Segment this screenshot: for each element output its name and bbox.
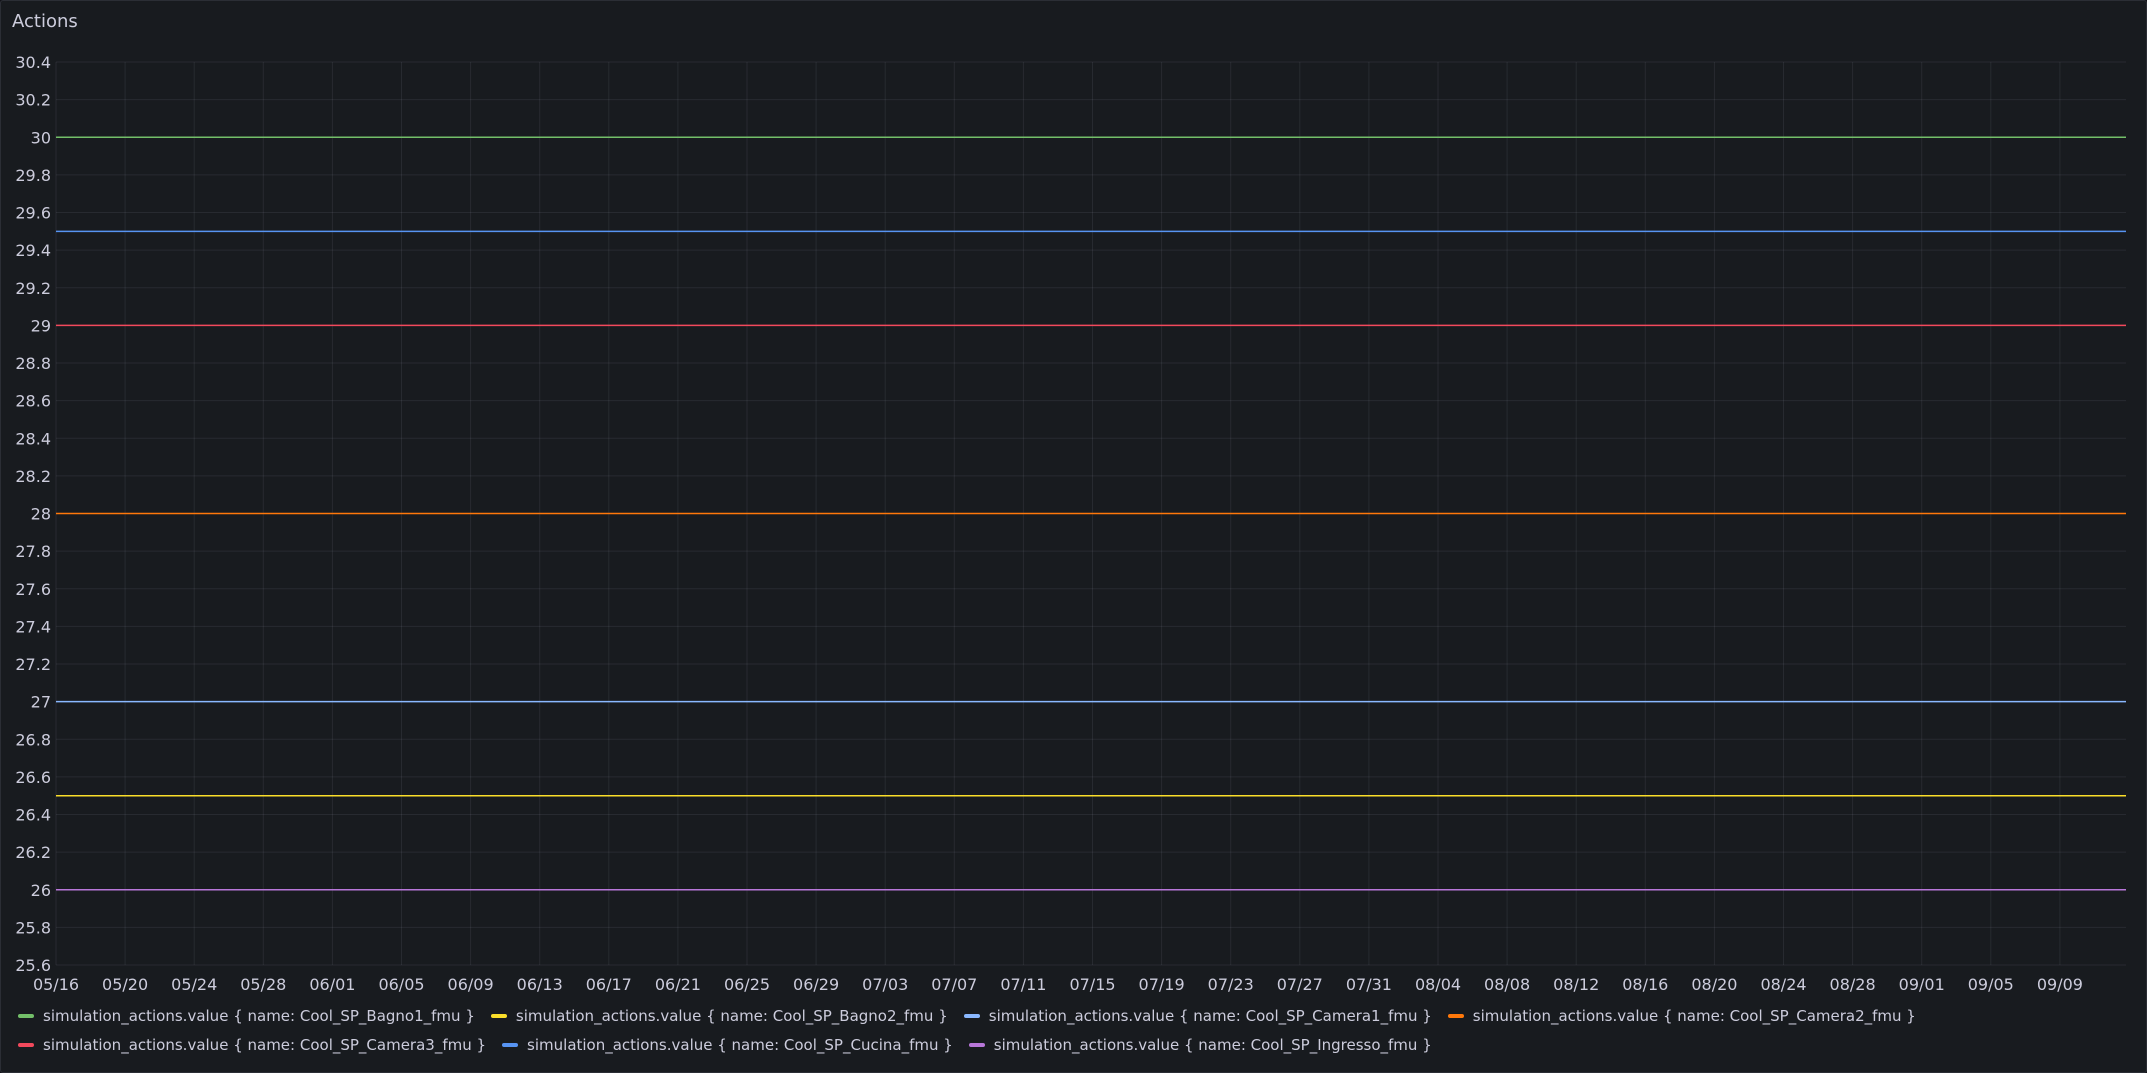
- y-tick-label: 26.2: [15, 843, 51, 862]
- y-tick-label: 27.8: [15, 542, 51, 561]
- y-tick-label: 27: [31, 693, 51, 712]
- y-tick-label: 26.8: [15, 730, 51, 749]
- x-tick-label: 08/24: [1760, 975, 1806, 994]
- x-tick-label: 08/12: [1553, 975, 1599, 994]
- y-tick-label: 27.6: [15, 580, 51, 599]
- y-tick-label: 29.2: [15, 279, 51, 298]
- legend-swatch: [1447, 1013, 1464, 1018]
- panel-title: Actions: [12, 11, 78, 32]
- legend-label: simulation_actions.value { name: Cool_SP…: [1472, 1006, 1916, 1025]
- x-tick-label: 06/17: [586, 975, 632, 994]
- x-tick-label: 08/16: [1622, 975, 1668, 994]
- x-tick-label: 08/08: [1484, 975, 1530, 994]
- y-axis: 30.4 30.2 30 29.8 29.6 29.4 29.2 29 28.8 28.6 28.4…: [15, 53, 51, 975]
- legend-swatch: [490, 1013, 507, 1018]
- y-tick-label: 29.8: [15, 166, 51, 185]
- x-tick-label: 08/20: [1691, 975, 1737, 994]
- legend-item[interactable]: simulation_actions.value { name: Cool_SP…: [1447, 1001, 1916, 1030]
- x-tick-label: 05/16: [33, 975, 79, 994]
- y-tick-label: 28: [31, 505, 51, 524]
- time-series-chart: 30.4 30.2 30 29.8 29.6 29.4 29.2 29 28.8 28.6 28.4…: [15, 53, 2126, 994]
- series-lines: [56, 136, 2126, 891]
- x-tick-label: 07/07: [931, 975, 977, 994]
- legend-swatch: [18, 1013, 34, 1018]
- y-tick-label: 29.4: [15, 241, 51, 260]
- y-tick-label: 27.4: [15, 617, 51, 636]
- x-tick-label: 07/31: [1346, 975, 1392, 994]
- x-tick-label: 07/27: [1277, 975, 1323, 994]
- x-tick-label: 09/09: [2037, 975, 2083, 994]
- x-tick-label: 07/03: [862, 975, 908, 994]
- y-tick-label: 28.6: [15, 392, 51, 411]
- legend-label: simulation_actions.value { name: Cool_SP…: [43, 1006, 475, 1025]
- legend-item[interactable]: simulation_actions.value { name: Cool_SP…: [968, 1030, 1432, 1059]
- legend-item[interactable]: simulation_actions.value { name: Cool_SP…: [502, 1030, 953, 1059]
- x-tick-label: 06/29: [793, 975, 839, 994]
- y-tick-label: 30.2: [15, 91, 51, 110]
- y-tick-label: 27.2: [15, 655, 51, 674]
- legend-label: simulation_actions.value { name: Cool_SP…: [527, 1035, 953, 1054]
- y-tick-label: 26.4: [15, 806, 51, 825]
- y-tick-label: 26.6: [15, 768, 51, 787]
- x-tick-label: 06/21: [655, 975, 701, 994]
- x-tick-label: 06/13: [517, 975, 563, 994]
- legend-swatch: [18, 1042, 34, 1047]
- x-tick-label: 06/25: [724, 975, 770, 994]
- y-tick-label: 25.8: [15, 918, 51, 937]
- x-tick-label: 06/05: [378, 975, 424, 994]
- x-tick-label: 09/01: [1899, 975, 1945, 994]
- y-tick-label: 29.6: [15, 204, 51, 223]
- y-tick-label: 30: [31, 128, 51, 147]
- x-tick-label: 06/01: [309, 975, 355, 994]
- x-axis: 05/16 05/20 05/24 05/28 06/01 06/05 06/09 06/13…: [33, 975, 2083, 994]
- x-tick-label: 08/04: [1415, 975, 1461, 994]
- legend-swatch: [502, 1042, 519, 1047]
- y-tick-label: 28.8: [15, 354, 51, 373]
- legend-item[interactable]: simulation_actions.value { name: Cool_SP…: [490, 1001, 948, 1030]
- legend-label: simulation_actions.value { name: Cool_SP…: [515, 1006, 948, 1025]
- legend-item[interactable]: simulation_actions.value { name: Cool_SP…: [18, 1030, 486, 1059]
- y-tick-label: 29: [31, 316, 51, 335]
- legend-label: simulation_actions.value { name: Cool_SP…: [988, 1006, 1432, 1025]
- x-tick-label: 09/05: [1968, 975, 2014, 994]
- x-tick-label: 07/19: [1139, 975, 1185, 994]
- x-tick-label: 06/09: [448, 975, 494, 994]
- x-tick-label: 05/24: [171, 975, 217, 994]
- legend-label: simulation_actions.value { name: Cool_SP…: [43, 1035, 487, 1054]
- x-tick-label: 07/15: [1069, 975, 1115, 994]
- x-tick-label: 07/11: [1000, 975, 1046, 994]
- legend-label: simulation_actions.value { name: Cool_SP…: [993, 1035, 1432, 1054]
- y-tick-label: 25.6: [15, 956, 51, 975]
- x-tick-label: 05/28: [240, 975, 286, 994]
- legend-item[interactable]: simulation_actions.value { name: Cool_SP…: [18, 1001, 475, 1030]
- legend-swatch: [968, 1042, 985, 1047]
- legend-swatch: [963, 1013, 980, 1018]
- x-tick-label: 05/20: [102, 975, 148, 994]
- y-tick-label: 28.2: [15, 467, 51, 486]
- legend: simulation_actions.value { name: Cool_SP…: [18, 1001, 2128, 1059]
- x-tick-label: 08/28: [1830, 975, 1876, 994]
- y-tick-label: 28.4: [15, 429, 51, 448]
- y-tick-label: 30.4: [15, 53, 51, 72]
- legend-item[interactable]: simulation_actions.value { name: Cool_SP…: [963, 1001, 1432, 1030]
- y-tick-label: 26: [31, 881, 51, 900]
- x-tick-label: 07/23: [1208, 975, 1254, 994]
